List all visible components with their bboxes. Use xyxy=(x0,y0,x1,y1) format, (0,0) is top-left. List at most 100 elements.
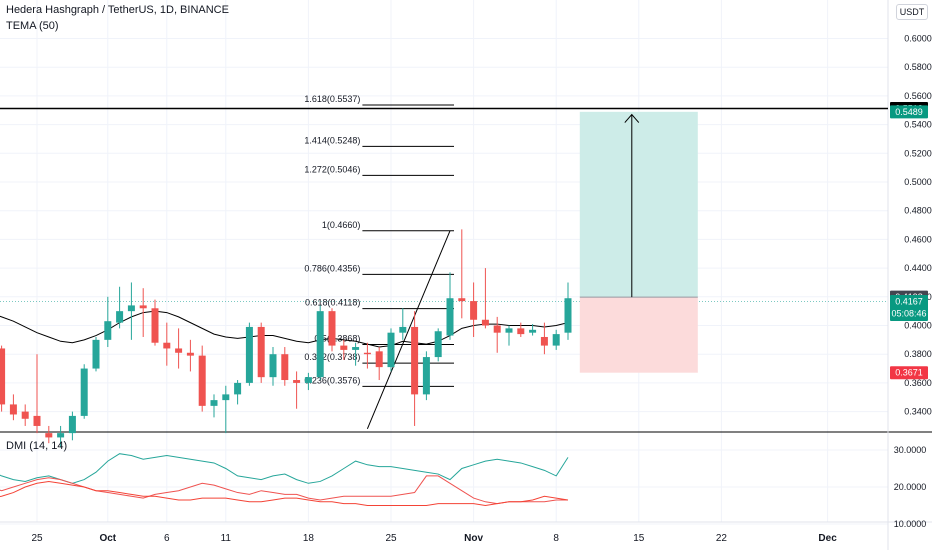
candle xyxy=(316,305,324,381)
candle-body xyxy=(328,311,336,346)
candle xyxy=(139,288,147,337)
dmi-legend-label: DMI (14, 14) xyxy=(6,440,68,452)
dmi-tick-label: 10.0000 xyxy=(894,519,927,529)
price-tick-label: 0.3400 xyxy=(904,407,932,417)
candle-body xyxy=(493,325,501,333)
price-tick-label: 0.3600 xyxy=(904,378,932,388)
fib-level-label: 0.5(0.3868) xyxy=(314,333,360,343)
price-tick-label: 0.5200 xyxy=(904,148,932,158)
dmi-line-di xyxy=(0,475,568,505)
currency-button[interactable]: USDT xyxy=(896,4,928,20)
candle-body xyxy=(293,380,301,383)
price-tick-label: 0.3800 xyxy=(904,349,932,359)
candle xyxy=(540,322,548,355)
candle-body xyxy=(151,308,159,343)
candle-body xyxy=(470,301,478,320)
candle-body xyxy=(80,368,88,416)
tema-legend-label: TEMA (50) xyxy=(6,20,59,32)
time-tick-label: 25 xyxy=(385,533,397,544)
candle-body xyxy=(434,331,442,358)
countdown-label: 05:08:46 xyxy=(891,309,926,319)
price-label-box xyxy=(890,105,928,119)
fibonacci-extension[interactable]: 0.236(0.3576) 0.382(0.3738) 0.5(0.3868) 0.6… xyxy=(0,94,888,430)
candle xyxy=(92,336,100,372)
candle-body xyxy=(222,394,230,401)
candle xyxy=(375,347,383,381)
candle-body xyxy=(552,334,560,346)
dmi-indicator xyxy=(0,453,569,507)
candle-body xyxy=(33,415,41,426)
price-label: 0.3671 xyxy=(895,368,923,378)
candle xyxy=(33,354,41,434)
time-tick-label: 22 xyxy=(716,533,728,544)
symbol-title: Hedera Hashgraph / TetherUS, 1D, BINANCE xyxy=(6,4,229,16)
candle xyxy=(116,286,124,329)
candle-body xyxy=(564,298,572,333)
price-label-box xyxy=(890,295,928,322)
fib-level-label: 0.236(0.3576) xyxy=(304,375,360,385)
candle-body xyxy=(163,342,171,349)
time-tick-label: Oct xyxy=(99,533,116,544)
candle-body xyxy=(529,329,537,333)
candle-body xyxy=(340,345,348,350)
candle-body xyxy=(245,326,253,383)
candle xyxy=(564,282,572,340)
candle-body xyxy=(257,326,265,378)
candle xyxy=(446,272,454,340)
time-tick-label: 11 xyxy=(221,533,232,544)
price-tick-label: 0.6000 xyxy=(904,34,932,44)
candle xyxy=(234,380,242,405)
candle-body xyxy=(127,305,135,312)
time-tick-label: Dec xyxy=(818,533,837,544)
candle-body xyxy=(21,411,29,419)
candle-body xyxy=(387,332,395,368)
candle-body xyxy=(540,336,548,346)
candle-body xyxy=(92,339,100,369)
candle-body xyxy=(458,298,466,302)
candle-body xyxy=(375,351,383,368)
candle xyxy=(304,372,312,391)
price-tick-label: 0.5000 xyxy=(904,177,932,187)
candle xyxy=(127,282,135,340)
candle-body xyxy=(481,319,489,326)
time-axis[interactable]: 25 Oct 6 11 18 25 Nov 8 15 22 Dec xyxy=(31,533,837,544)
candle-body xyxy=(175,348,183,353)
candle xyxy=(68,411,76,441)
candle xyxy=(434,328,442,362)
fib-level-label: 0.786(0.4356) xyxy=(304,263,360,273)
candle-body xyxy=(304,377,312,383)
candle xyxy=(80,364,88,419)
time-tick-label: 6 xyxy=(164,533,170,544)
candle xyxy=(186,339,194,372)
tema-indicator xyxy=(0,310,569,348)
candle-body xyxy=(104,321,112,340)
candle xyxy=(57,425,65,448)
candle-body xyxy=(517,328,525,335)
candle xyxy=(517,322,525,337)
candle-body xyxy=(68,415,76,434)
candle xyxy=(481,268,489,329)
dmi-line-adx xyxy=(0,480,569,507)
candle-body xyxy=(57,433,65,438)
candle xyxy=(198,345,206,412)
candle xyxy=(328,308,336,352)
dmi-line-di xyxy=(0,453,569,484)
candle-body xyxy=(352,347,360,350)
candle-body xyxy=(446,298,454,336)
candle-body xyxy=(45,433,53,438)
position-tool[interactable] xyxy=(579,111,698,373)
candle-body xyxy=(316,311,324,378)
price-tick-label: 0.4600 xyxy=(904,234,932,244)
time-tick-label: 25 xyxy=(31,533,43,544)
price-tick-label: 0.4000 xyxy=(904,321,932,331)
fib-level-label: 1(0.4660) xyxy=(322,220,361,230)
candle xyxy=(281,347,289,386)
price-label: 0.5489 xyxy=(895,107,923,117)
time-tick-label: 8 xyxy=(553,533,559,544)
price-axis[interactable]: 0.6000 0.5800 0.5600 0.5400 0.5200 0.5000 0.48… xyxy=(890,34,932,530)
candle xyxy=(529,324,537,336)
candlestick-series xyxy=(0,229,572,448)
